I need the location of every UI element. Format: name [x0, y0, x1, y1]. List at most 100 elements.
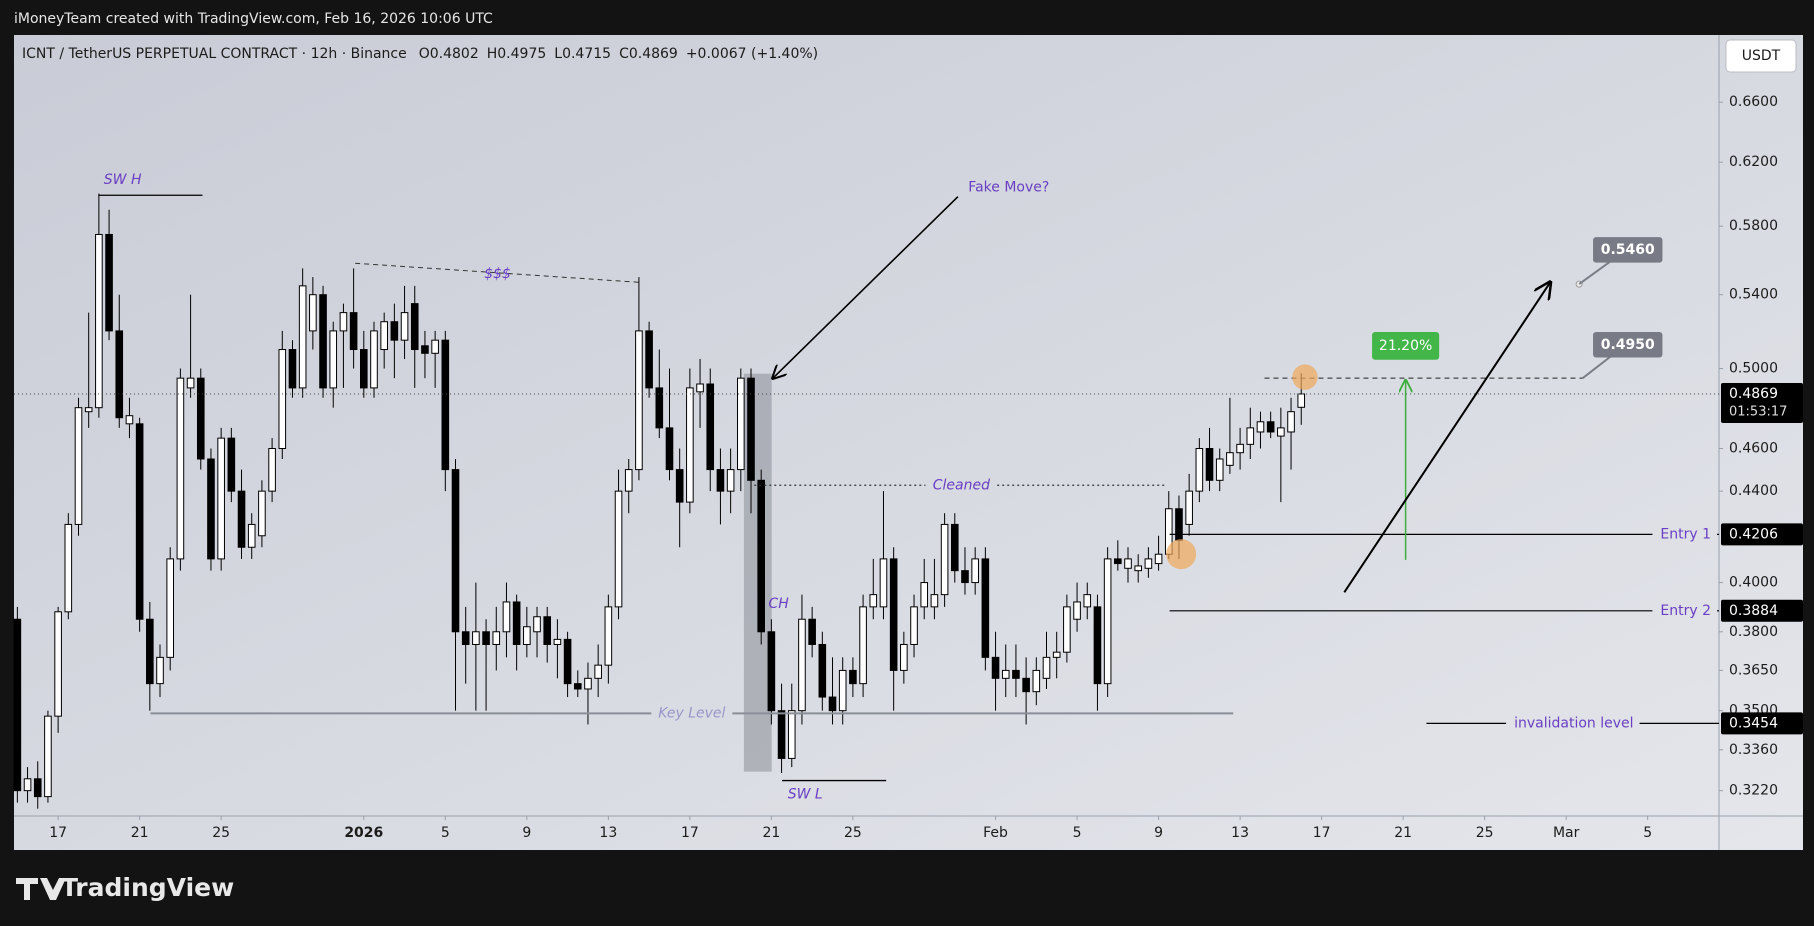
- candle-body: [563, 638, 572, 685]
- logo-icon: [16, 878, 66, 900]
- candle-body: [64, 523, 73, 613]
- candle-body: [879, 558, 888, 608]
- brand-name: TradingView: [61, 873, 234, 902]
- candle-body: [309, 294, 317, 332]
- candle-body: [1052, 651, 1061, 658]
- y-tick-label: 0.3360: [1729, 742, 1778, 758]
- candle-body: [1093, 606, 1102, 685]
- candle-body: [1114, 558, 1122, 565]
- x-tick-label: 25: [212, 825, 230, 841]
- currency-label: USDT: [1742, 48, 1781, 64]
- target-label: 0.4950: [1601, 337, 1655, 353]
- candle-body: [54, 611, 62, 717]
- candle-body: [84, 407, 93, 413]
- level-label: invalidation level: [1514, 715, 1633, 731]
- level-price-label: 0.3884: [1729, 603, 1778, 619]
- target-label: 0.5460: [1601, 242, 1655, 258]
- candle-body: [1083, 594, 1092, 608]
- highlight-circle: [1166, 539, 1197, 570]
- swing-low-label: SW L: [788, 787, 823, 803]
- candle-body: [1042, 656, 1051, 679]
- candle-body: [706, 383, 715, 471]
- candle-body: [1134, 565, 1143, 572]
- candle-body: [410, 303, 419, 351]
- candle-body: [1103, 558, 1112, 685]
- target-tag: [1593, 332, 1663, 358]
- x-tick-label: 13: [599, 825, 617, 841]
- attribution: iMoneyTeam created with TradingView.com,…: [14, 11, 493, 27]
- x-tick-label: 9: [1154, 825, 1163, 841]
- candle-body: [1277, 427, 1285, 437]
- swing-high-label: SW H: [104, 172, 142, 188]
- currency-button[interactable]: [1725, 39, 1797, 73]
- candle-body: [624, 469, 633, 492]
- candle-body: [207, 458, 215, 560]
- candle-body: [961, 570, 969, 584]
- target-connector: [1578, 260, 1611, 285]
- candle-body: [319, 294, 327, 389]
- candle-body: [573, 683, 582, 690]
- fake-move-label: Fake Move?: [968, 179, 1049, 195]
- y-tick-label: 0.4400: [1729, 483, 1778, 499]
- candle-body: [747, 377, 755, 481]
- candle-body: [543, 616, 552, 645]
- candle-body: [268, 448, 276, 492]
- level-price-tag: [1721, 712, 1803, 735]
- candle-body: [655, 387, 664, 429]
- candle-body: [482, 631, 490, 645]
- candle-body: [186, 377, 195, 389]
- x-tick-label: 2026: [344, 825, 383, 841]
- liquidity-label: $$$: [484, 266, 511, 282]
- candle-body: [441, 339, 450, 471]
- y-tick-label: 0.3220: [1729, 783, 1778, 799]
- candle-body: [1154, 553, 1163, 565]
- candle-body: [818, 643, 827, 698]
- candle-body: [156, 656, 164, 685]
- legend-value: H0.4975: [487, 46, 547, 62]
- candle-body: [869, 594, 878, 608]
- candle-body: [604, 606, 613, 666]
- candle-body: [237, 490, 246, 548]
- candle-body: [950, 523, 959, 572]
- candle-body: [339, 312, 348, 332]
- symbol-legend: ICNT / TetherUS PERPETUAL CONTRACT · 12h…: [22, 46, 818, 62]
- x-tick-label: 17: [681, 825, 699, 841]
- candle-body: [135, 423, 144, 620]
- candle-body: [329, 330, 338, 389]
- candle-body: [44, 715, 52, 798]
- candle-body: [614, 490, 623, 608]
- candle-body: [696, 383, 704, 393]
- candle-body: [981, 558, 990, 658]
- candle-body: [828, 696, 837, 712]
- candle-body: [451, 469, 460, 633]
- candle-body: [767, 631, 776, 712]
- candle-body: [553, 638, 562, 645]
- candle-body: [125, 415, 134, 425]
- candle-body: [1195, 448, 1204, 492]
- candle-body: [288, 349, 297, 389]
- candle-body: [757, 479, 765, 633]
- y-tick-label: 0.5800: [1729, 218, 1778, 234]
- candle-body: [95, 233, 103, 409]
- gain-box: [1372, 332, 1440, 360]
- candle-body: [635, 330, 643, 471]
- candle-body: [115, 330, 124, 419]
- candle-body: [13, 618, 22, 792]
- cleaned-label: Cleaned: [933, 477, 990, 493]
- legend-value: C0.4869: [619, 46, 678, 62]
- candle-body: [166, 558, 175, 658]
- x-tick-label: 21: [131, 825, 149, 841]
- y-tick-label: 0.4000: [1729, 575, 1778, 591]
- candle-body: [1001, 669, 1010, 679]
- x-tick-label: 5: [441, 825, 450, 841]
- level-label: Entry 1: [1660, 526, 1711, 542]
- candle-body: [716, 469, 725, 492]
- y-tick-label: 0.3800: [1729, 624, 1778, 640]
- legend-value: O0.4802: [419, 46, 479, 62]
- candle-body: [798, 618, 806, 712]
- candle-body: [492, 631, 501, 645]
- candle-body: [584, 677, 592, 690]
- candle-body: [665, 427, 674, 471]
- x-tick-label: Mar: [1553, 825, 1580, 841]
- level-price-label: 0.4206: [1729, 526, 1778, 542]
